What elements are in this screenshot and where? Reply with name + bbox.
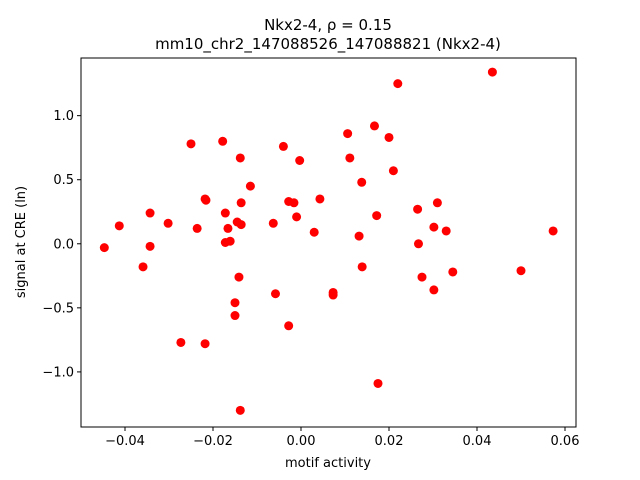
data-point: [235, 405, 245, 415]
data-point: [357, 262, 367, 272]
data-point: [284, 321, 294, 331]
data-point: [236, 220, 246, 230]
x-axis-label: motif activity: [285, 456, 371, 471]
data-point: [448, 267, 458, 277]
data-point: [413, 239, 423, 249]
data-point: [230, 298, 240, 308]
data-point: [235, 153, 245, 163]
data-point: [218, 136, 228, 146]
data-point: [345, 153, 355, 163]
data-point: [548, 226, 558, 236]
data-point: [432, 198, 442, 208]
data-point: [201, 195, 211, 205]
y-tick-label: −1.0: [42, 365, 74, 380]
data-point: [114, 221, 124, 231]
chart-title-line2: mm10_chr2_147088526_147088821 (Nkx2-4): [155, 35, 501, 54]
y-tick-label: 0.5: [53, 173, 74, 188]
data-point: [236, 198, 246, 208]
data-point: [417, 272, 427, 282]
data-point: [99, 243, 109, 253]
data-point: [516, 266, 526, 276]
data-point: [309, 227, 319, 237]
x-tick-label: 0.02: [375, 434, 404, 449]
data-point: [192, 223, 202, 233]
data-point: [234, 272, 244, 282]
x-tick-label: −0.04: [105, 434, 145, 449]
data-point: [268, 218, 278, 228]
data-point: [429, 285, 439, 295]
x-tick-label: 0.04: [463, 434, 492, 449]
data-point: [372, 211, 382, 221]
data-point: [278, 141, 288, 151]
data-point: [138, 262, 148, 272]
x-tick-label: 0.00: [287, 434, 316, 449]
data-point: [176, 337, 186, 347]
data-point: [289, 198, 299, 208]
data-point: [230, 311, 240, 321]
data-point: [413, 204, 423, 214]
x-tick-label: 0.06: [551, 434, 580, 449]
axes-frame: [80, 57, 577, 428]
y-tick-label: 1.0: [53, 109, 74, 124]
data-point: [295, 156, 305, 165]
data-point: [145, 241, 155, 251]
y-tick-label: −0.5: [42, 301, 74, 316]
data-point: [354, 231, 364, 241]
x-tick-label: −0.02: [193, 434, 233, 449]
data-point: [384, 132, 394, 142]
y-tick-label: 0.0: [53, 237, 74, 252]
data-point: [343, 129, 353, 139]
data-point: [328, 290, 338, 300]
data-point: [292, 212, 302, 222]
chart-title-line1: Nkx2-4, ρ = 0.15: [264, 16, 392, 34]
data-point: [145, 208, 155, 218]
data-point: [369, 121, 379, 131]
x-axis: −0.04 −0.02 0.00 0.02 0.04 0.06: [105, 427, 579, 449]
data-point: [220, 208, 230, 218]
data-point: [357, 177, 367, 187]
y-axis: −1.0 −0.5 0.0 0.5 1.0: [42, 109, 81, 380]
data-point: [441, 226, 451, 236]
data-point: [487, 67, 497, 77]
data-point: [245, 181, 255, 191]
data-point: [388, 166, 398, 176]
data-point: [270, 289, 280, 299]
data-points: [99, 67, 558, 415]
data-point: [186, 139, 196, 149]
data-point: [223, 223, 233, 233]
data-point: [393, 79, 403, 89]
data-point: [373, 378, 383, 388]
y-axis-label: signal at CRE (ln): [14, 186, 29, 298]
data-point: [429, 222, 439, 232]
data-point: [200, 339, 210, 349]
data-point: [225, 236, 235, 246]
data-point: [163, 218, 173, 228]
data-point: [315, 194, 325, 204]
